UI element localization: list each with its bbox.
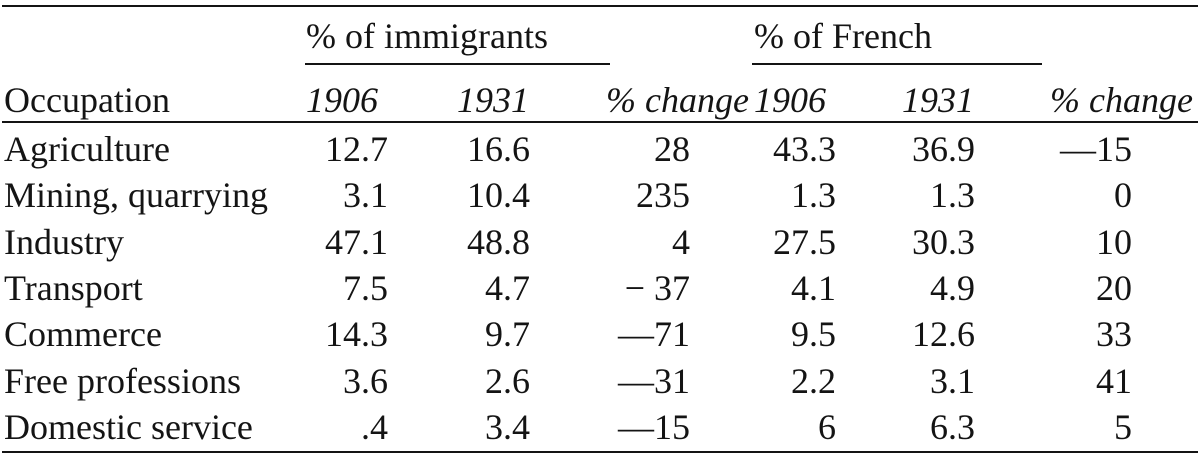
french-1906-cell: 6	[818, 406, 836, 447]
occupation-cell: Agriculture	[4, 129, 170, 169]
column-header-french-1931: 1931	[902, 80, 974, 120]
immigrants-1931-cell: 2.6	[485, 360, 530, 401]
french-1906-cell: 9.5	[791, 314, 836, 355]
immigrants-change-cell: 235	[636, 175, 690, 216]
immigrants-1906-cell: 3.6	[343, 360, 388, 401]
immigrants-1906-cell: 12.7	[325, 129, 388, 169]
immigrants-1906-cell: 47.1	[325, 221, 388, 262]
occupation-cell: Commerce	[4, 314, 162, 355]
french-1906-cell: 1.3	[791, 175, 836, 216]
immigrants-span-rule	[305, 63, 610, 65]
immigrants-1906-cell: 7.5	[343, 267, 388, 308]
immigrants-change-cell: − 37	[624, 267, 690, 308]
occupation-cell: Free professions	[4, 360, 241, 401]
immigrants-1931-cell: 9.7	[485, 314, 530, 355]
french-change-cell: 0	[1114, 175, 1132, 216]
group-header-immigrants: % of immigrants	[306, 16, 548, 56]
bottom-rule	[2, 451, 1198, 453]
french-1931-cell: 30.3	[912, 221, 975, 262]
immigrants-1931-cell: 48.8	[467, 221, 530, 262]
immigrants-change-cell: 28	[654, 129, 690, 169]
column-header-immigrants-1931: 1931	[457, 80, 529, 120]
french-1931-cell: 3.1	[930, 360, 975, 401]
group-header-french: % of French	[754, 16, 932, 56]
immigrants-1906-cell: .4	[361, 406, 388, 447]
french-1931-cell: 12.6	[912, 314, 975, 355]
immigrants-change-cell: —71	[618, 314, 690, 355]
french-span-rule	[752, 63, 1042, 65]
immigrants-change-cell: —31	[618, 360, 690, 401]
french-1906-cell: 27.5	[773, 221, 836, 262]
occupation-cell: Mining, quarrying	[4, 175, 268, 216]
french-1931-cell: 6.3	[930, 406, 975, 447]
french-change-cell: 41	[1096, 360, 1132, 401]
french-change-cell: 5	[1114, 406, 1132, 447]
french-1931-cell: 4.9	[930, 267, 975, 308]
top-rule	[2, 5, 1198, 7]
occupation-cell: Transport	[4, 267, 143, 308]
french-1906-cell: 43.3	[773, 129, 836, 169]
immigrants-1906-cell: 3.1	[343, 175, 388, 216]
immigrants-1931-cell: 10.4	[467, 175, 530, 216]
immigrants-1906-cell: 14.3	[325, 314, 388, 355]
immigrants-1931-cell: 3.4	[485, 406, 530, 447]
column-header-immigrants-change: % change	[606, 80, 749, 120]
french-change-cell: 10	[1096, 221, 1132, 262]
french-1931-cell: 36.9	[912, 129, 975, 169]
french-1906-cell: 4.1	[791, 267, 836, 308]
column-header-immigrants-1906: 1906	[306, 80, 378, 120]
header-rule	[2, 121, 1198, 123]
french-1931-cell: 1.3	[930, 175, 975, 216]
french-change-cell: 33	[1096, 314, 1132, 355]
immigrants-1931-cell: 16.6	[467, 129, 530, 169]
occupation-cell: Industry	[4, 221, 124, 262]
immigrants-1931-cell: 4.7	[485, 267, 530, 308]
french-change-cell: —15	[1060, 129, 1132, 169]
column-header-french-change: % change	[1050, 80, 1193, 120]
immigrants-change-cell: 4	[672, 221, 690, 262]
immigrants-change-cell: —15	[618, 406, 690, 447]
column-header-occupation: Occupation	[4, 80, 170, 120]
column-header-french-1906: 1906	[754, 80, 826, 120]
french-change-cell: 20	[1096, 267, 1132, 308]
french-1906-cell: 2.2	[791, 360, 836, 401]
occupation-cell: Domestic service	[4, 406, 253, 447]
